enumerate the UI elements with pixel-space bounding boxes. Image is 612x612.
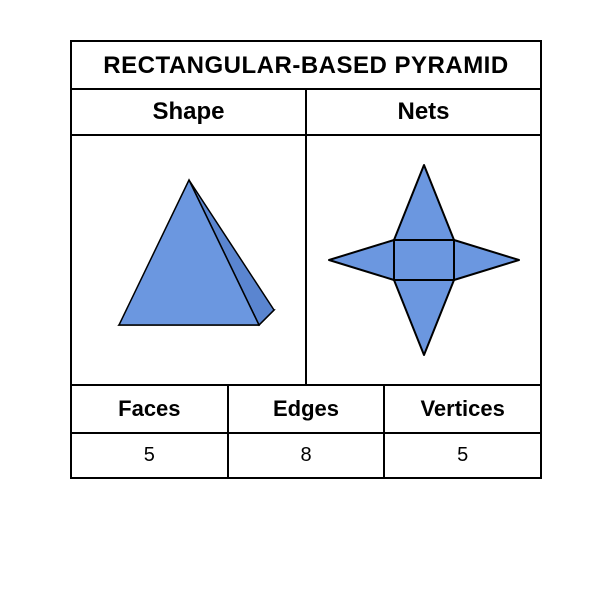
value-vertices-text: 5 — [457, 444, 468, 466]
label-vertices: Vertices — [385, 386, 540, 432]
label-vertices-text: Vertices — [420, 396, 504, 421]
net-cell — [307, 136, 540, 384]
value-edges-text: 8 — [300, 444, 311, 466]
shape-info-card: RECTANGULAR-BASED PYRAMID Shape Nets — [70, 40, 542, 479]
label-edges-text: Edges — [273, 396, 339, 421]
value-faces: 5 — [72, 434, 229, 477]
net-base-rect — [394, 240, 454, 280]
header-shape: Shape — [72, 90, 307, 134]
value-vertices: 5 — [385, 434, 540, 477]
header-shape-label: Shape — [152, 98, 224, 125]
net-triangle — [454, 240, 519, 280]
shape-3d-cell — [72, 136, 307, 384]
title-text: RECTANGULAR-BASED PYRAMID — [103, 52, 508, 79]
label-faces: Faces — [72, 386, 229, 432]
properties-header-row: Faces Edges Vertices — [72, 386, 540, 434]
properties-values-row: 5 8 5 — [72, 434, 540, 477]
shapes-row — [72, 136, 540, 386]
value-faces-text: 5 — [144, 444, 155, 466]
net-triangle — [394, 165, 454, 240]
pyramid-net-icon — [324, 150, 524, 370]
pyramid-front-face — [119, 180, 259, 325]
label-edges: Edges — [229, 386, 386, 432]
header-nets-label: Nets — [397, 98, 449, 125]
value-edges: 8 — [229, 434, 386, 477]
header-nets: Nets — [307, 90, 540, 134]
column-headers: Shape Nets — [72, 90, 540, 136]
card-title: RECTANGULAR-BASED PYRAMID — [72, 42, 540, 90]
net-triangle — [394, 280, 454, 355]
net-triangle — [329, 240, 394, 280]
label-faces-text: Faces — [118, 396, 180, 421]
pyramid-3d-icon — [89, 160, 289, 360]
